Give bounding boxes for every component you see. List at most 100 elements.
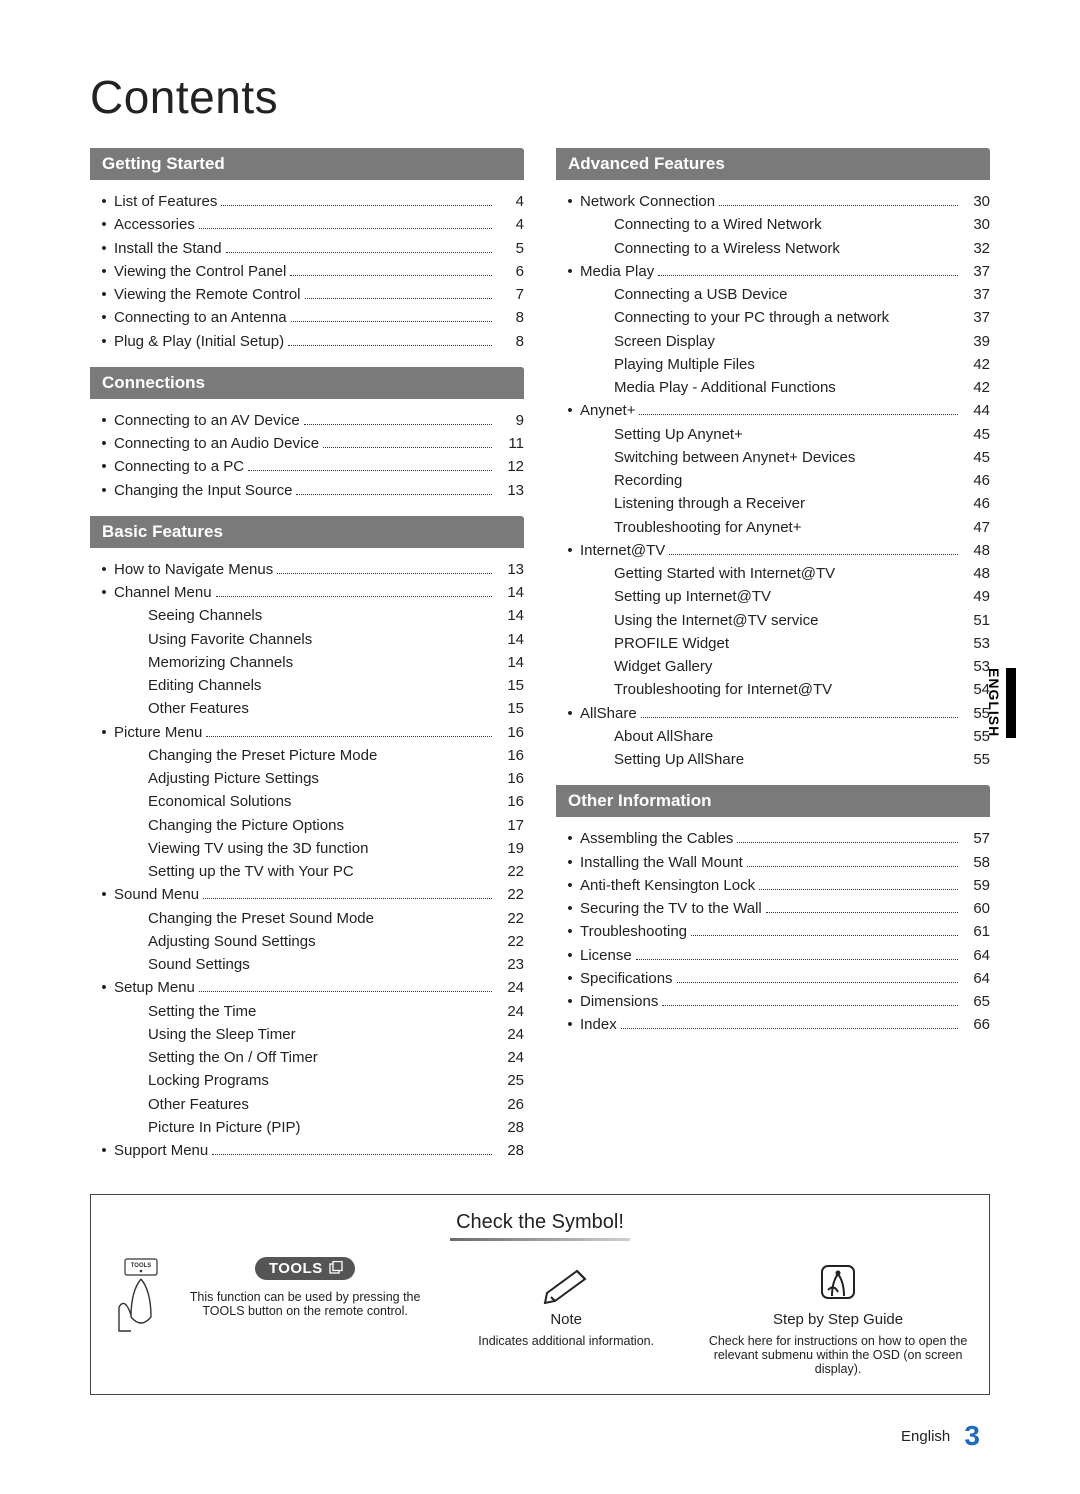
page: Contents Getting Started•List of Feature… (0, 0, 1080, 1494)
toc-page-number: 16 (496, 790, 524, 813)
toc-page-number: 24 (496, 1023, 524, 1046)
toc-page-number: 13 (496, 558, 524, 581)
toc-page-number: 30 (962, 190, 990, 213)
toc-page-number: 66 (962, 1013, 990, 1036)
toc-leader-dots (226, 252, 492, 253)
toc-subentry: Seeing Channels14 (94, 604, 524, 627)
toc-label: Internet@TV (580, 539, 665, 562)
toc-label: Securing the TV to the Wall (580, 897, 762, 920)
toc-page-number: 32 (962, 237, 990, 260)
toc-subentry: Using the Internet@TV service51 (560, 609, 990, 632)
toc-label: Connecting to an Audio Device (114, 432, 319, 455)
toc-entry: •Internet@TV48 (560, 539, 990, 562)
toc-page-number: 42 (962, 353, 990, 376)
section-header: Getting Started (90, 148, 524, 180)
toc-subentry: Troubleshooting for Anynet+47 (560, 516, 990, 539)
toc-label: Specifications (580, 967, 673, 990)
toc-entry: •List of Features4 (94, 190, 524, 213)
toc-page-number: 17 (496, 814, 524, 837)
toc-label: List of Features (114, 190, 217, 213)
toc-label: Channel Menu (114, 581, 212, 604)
toc-page-number: 23 (496, 953, 524, 976)
toc-right-column: Advanced Features•Network Connection30Co… (556, 142, 990, 1176)
toc-page-number: 44 (962, 399, 990, 422)
toc-entry: •Connecting to an Antenna8 (94, 306, 524, 329)
toc-subentry: Setting up Internet@TV49 (560, 585, 990, 608)
toc-leader-dots (669, 554, 958, 555)
toc-subentry: Recording 46 (560, 469, 990, 492)
toc-page-number: 7 (496, 283, 524, 306)
toc-label: Viewing the Control Panel (114, 260, 286, 283)
toc-subentry: Economical Solutions16 (94, 790, 524, 813)
toc-page-number: 22 (496, 907, 524, 930)
toc-label: Connecting to a Wireless Network (580, 237, 840, 260)
bullet-icon: • (94, 283, 114, 306)
toc-page-number: 16 (496, 721, 524, 744)
toc-label: Connecting to a Wired Network (580, 213, 822, 236)
toc-subentry: Setting Up AllShare55 (560, 748, 990, 771)
toc-page-number: 22 (496, 860, 524, 883)
language-side-tab: ENGLISH (986, 668, 1016, 738)
toc-subentry: Connecting to a Wired Network30 (560, 213, 990, 236)
toc-label: Index (580, 1013, 617, 1036)
toc-subentry: Changing the Preset Sound Mode22 (94, 907, 524, 930)
toc-subentry: Playing Multiple Files 42 (560, 353, 990, 376)
toc-subentry: PROFILE Widget53 (560, 632, 990, 655)
toc-label: Network Connection (580, 190, 715, 213)
symbol-columns: TOOLS TOOLS (111, 1257, 969, 1376)
toc-page-number: 45 (962, 423, 990, 446)
toc-label: Changing the Preset Picture Mode (114, 744, 377, 767)
toc-label: Setting up the TV with Your PC (114, 860, 354, 883)
toc-label: Anynet+ (580, 399, 635, 422)
toc-page-number: 60 (962, 897, 990, 920)
toc-label: Seeing Channels (114, 604, 262, 627)
toc-label: Screen Display (580, 330, 715, 353)
toc-label: About AllShare (580, 725, 713, 748)
toc-page-number: 46 (962, 469, 990, 492)
toc-label: Recording (580, 469, 682, 492)
toc-entry: •How to Navigate Menus13 (94, 558, 524, 581)
toc-label: AllShare (580, 702, 637, 725)
toc-entry: •Viewing the Remote Control7 (94, 283, 524, 306)
bullet-icon: • (560, 920, 580, 943)
toc-label: Assembling the Cables (580, 827, 733, 850)
toc-page-number: 8 (496, 330, 524, 353)
toc-label: Playing Multiple Files (580, 353, 755, 376)
toc-label: Connecting to a PC (114, 455, 244, 478)
toc-page-number: 15 (496, 674, 524, 697)
toc-label: Setup Menu (114, 976, 195, 999)
toc-leader-dots (206, 736, 492, 737)
symbol-col-note: Note Indicates additional information. (435, 1257, 697, 1376)
note-icon (541, 1263, 591, 1305)
toc-page-number: 28 (496, 1139, 524, 1162)
toc-subentry: About AllShare55 (560, 725, 990, 748)
toc-leader-dots (691, 935, 958, 936)
toc-leader-dots (290, 275, 492, 276)
bullet-icon: • (94, 260, 114, 283)
toc-list: •Network Connection30Connecting to a Wir… (556, 190, 990, 771)
toc-entry: •Viewing the Control Panel6 (94, 260, 524, 283)
toc-page-number: 37 (962, 260, 990, 283)
toc-subentry: Troubleshooting for Internet@TV54 (560, 678, 990, 701)
toc-label: Changing the Input Source (114, 479, 292, 502)
bullet-icon: • (560, 260, 580, 283)
toc-label: Installing the Wall Mount (580, 851, 743, 874)
toc-entry: •Media Play37 (560, 260, 990, 283)
section-header: Advanced Features (556, 148, 990, 180)
toc-leader-dots (323, 447, 492, 448)
toc-label: Other Features (114, 1093, 249, 1116)
toc-label: Dimensions (580, 990, 658, 1013)
toc-leader-dots (221, 205, 492, 206)
toc-page-number: 42 (962, 376, 990, 399)
toc-entry: •Connecting to an AV Device9 (94, 409, 524, 432)
toc-page-number: 64 (962, 944, 990, 967)
toc-label: Adjusting Picture Settings (114, 767, 319, 790)
bullet-icon: • (94, 976, 114, 999)
toc-entry: •Securing the TV to the Wall60 (560, 897, 990, 920)
toc-entry: •Setup Menu24 (94, 976, 524, 999)
bullet-icon: • (94, 721, 114, 744)
toc-page-number: 15 (496, 697, 524, 720)
toc-label: Listening through a Receiver (580, 492, 805, 515)
toc-page-number: 59 (962, 874, 990, 897)
toc-page-number: 9 (496, 409, 524, 432)
